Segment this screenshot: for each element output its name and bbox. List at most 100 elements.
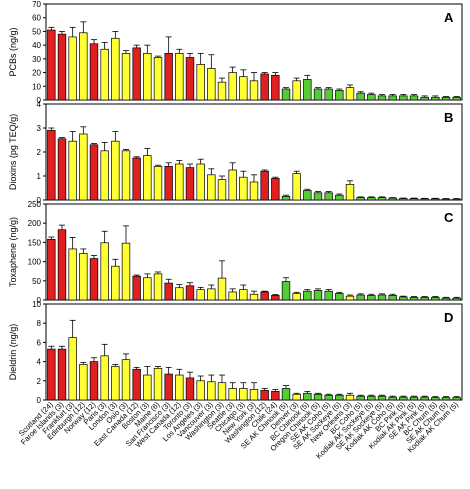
y-axis-title: Dieldrin (ng/g)	[8, 324, 18, 381]
bar	[409, 296, 419, 301]
y-tick-label: 70	[32, 0, 41, 9]
bar	[281, 388, 291, 401]
bar	[356, 395, 365, 401]
bar	[217, 277, 227, 301]
bar	[324, 290, 333, 301]
bar	[335, 194, 344, 201]
y-tick-label: 30	[32, 55, 41, 64]
bar	[324, 394, 333, 401]
bar	[324, 88, 333, 101]
bar	[388, 197, 397, 201]
bar	[292, 80, 301, 101]
bar	[239, 76, 248, 101]
bar	[47, 130, 56, 201]
y-axis-title: Toxaphene (ng/g)	[8, 217, 18, 287]
bar	[100, 242, 109, 301]
bar	[228, 169, 237, 201]
bar	[79, 364, 88, 401]
bar	[271, 295, 280, 301]
bar	[399, 95, 408, 101]
bar	[239, 289, 248, 301]
bar	[68, 36, 77, 101]
bar	[452, 198, 461, 201]
bar	[313, 192, 323, 201]
bar	[217, 179, 227, 201]
bar	[452, 96, 461, 101]
y-tick-label: 0	[37, 196, 42, 205]
y-tick-label: 10	[32, 300, 41, 309]
bar	[79, 253, 88, 301]
bar	[281, 88, 291, 101]
bar	[420, 198, 429, 201]
bar	[121, 242, 131, 301]
bar	[207, 381, 216, 401]
bar	[399, 296, 408, 301]
bar	[217, 382, 227, 401]
bar	[57, 33, 67, 101]
bar	[164, 166, 173, 201]
bar	[175, 53, 184, 101]
bar	[356, 92, 365, 101]
bar	[111, 37, 120, 101]
bar	[196, 63, 205, 101]
bar	[452, 397, 461, 401]
bar	[292, 173, 301, 201]
bar	[228, 388, 237, 401]
bar	[313, 393, 323, 401]
y-tick-label: 8	[37, 319, 42, 328]
bar	[153, 367, 163, 401]
bar	[207, 174, 216, 201]
bar	[47, 29, 56, 101]
bar	[271, 74, 280, 101]
y-tick-label: 150	[28, 238, 42, 247]
bar	[441, 96, 451, 101]
bar	[335, 394, 344, 401]
bar	[271, 178, 280, 201]
y-tick-label: 50	[32, 27, 41, 36]
bar	[388, 95, 397, 101]
bar	[132, 368, 141, 401]
bar	[377, 294, 387, 301]
y-tick-label: 4	[37, 100, 42, 109]
y-tick-label: 2	[37, 377, 42, 386]
y-tick-label: 0	[37, 396, 42, 405]
bar	[441, 297, 451, 301]
bar	[185, 57, 195, 101]
panel-d: 0 2 4 6 8 10 Dieldrin (ng/g) D	[8, 300, 463, 405]
bar	[164, 373, 173, 401]
y-tick-label: 10	[32, 82, 41, 91]
y-tick-label: 4	[37, 358, 42, 367]
bar	[121, 150, 131, 201]
bar	[196, 380, 205, 401]
y-axis-title: Dioxins (pg TEQ/g)	[8, 114, 18, 190]
bar	[79, 133, 88, 201]
y-tick-label: 100	[28, 258, 42, 267]
bar	[367, 197, 376, 201]
bar	[377, 197, 387, 201]
bar	[409, 396, 419, 401]
bar	[100, 48, 109, 101]
bar	[377, 395, 387, 401]
bar	[207, 68, 216, 101]
bar	[399, 198, 408, 201]
panel-b: 0 1 2 3 4 Dioxins (pg TEQ/g) B	[8, 100, 463, 205]
bar	[185, 167, 195, 201]
bar	[420, 96, 429, 101]
bar	[57, 138, 67, 201]
bar	[228, 291, 237, 301]
bar	[367, 295, 376, 301]
bar	[388, 396, 397, 401]
y-tick-label: 2	[37, 148, 42, 157]
bar	[324, 192, 333, 201]
bar	[313, 290, 323, 301]
y-tick-label: 250	[28, 200, 42, 209]
bar	[143, 155, 152, 201]
bar	[367, 395, 376, 401]
y-tick-label: 0	[37, 296, 42, 305]
panel-a: 0 10 20 30 40 50 60 70 PCBs (ng/g) A	[8, 0, 463, 105]
y-tick-label: 50	[32, 277, 41, 286]
y-tick-label: 60	[32, 14, 41, 23]
bar	[47, 348, 56, 401]
bar	[420, 396, 429, 401]
bar	[356, 197, 365, 201]
